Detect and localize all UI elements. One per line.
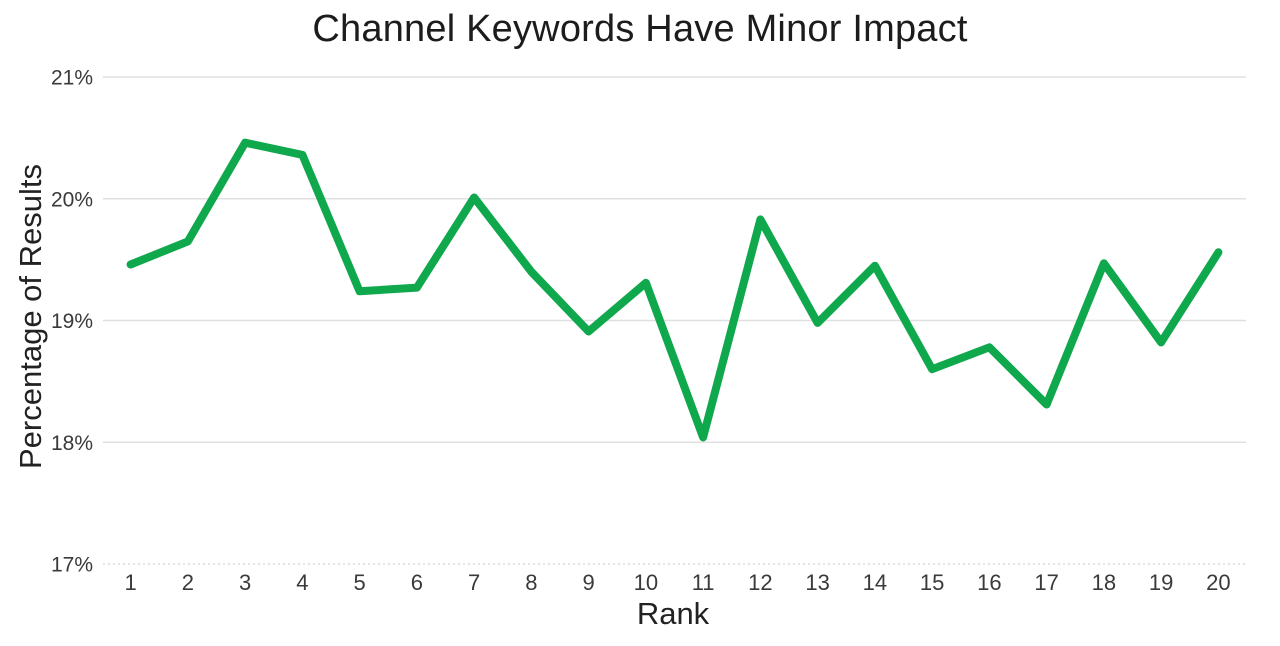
chart-title: Channel Keywords Have Minor Impact — [312, 8, 968, 50]
x-tick-label: 18 — [1092, 570, 1116, 595]
x-axis-title: Rank — [636, 596, 710, 631]
x-tick-label: 17 — [1034, 570, 1058, 595]
x-tick-label: 15 — [920, 570, 944, 595]
x-tick-label: 19 — [1149, 570, 1173, 595]
y-tick-label: 17% — [51, 554, 93, 577]
x-tick-label: 4 — [296, 570, 308, 595]
x-tick-label: 13 — [805, 570, 829, 595]
x-tick-label: 5 — [353, 570, 365, 595]
x-tick-label: 16 — [977, 570, 1001, 595]
y-tick-label: 18% — [51, 432, 93, 455]
x-tick-label: 8 — [525, 570, 537, 595]
x-tick-label: 14 — [863, 570, 887, 595]
x-tick-label: 20 — [1206, 570, 1230, 595]
x-tick-label: 9 — [582, 570, 594, 595]
x-tick-label: 6 — [411, 570, 423, 595]
y-tick-label: 20% — [51, 188, 93, 211]
x-tick-label: 7 — [468, 570, 480, 595]
x-tick-label: 12 — [748, 570, 772, 595]
x-tick-label: 10 — [634, 570, 658, 595]
data-line — [126, 138, 1223, 442]
y-tick-label: 19% — [51, 310, 93, 333]
x-tick-label: 2 — [182, 570, 194, 595]
x-tick-label: 11 — [692, 570, 715, 595]
x-tick-label: 3 — [239, 570, 251, 595]
x-tick-label: 1 — [124, 570, 136, 595]
y-tick-label: 21% — [51, 67, 93, 90]
